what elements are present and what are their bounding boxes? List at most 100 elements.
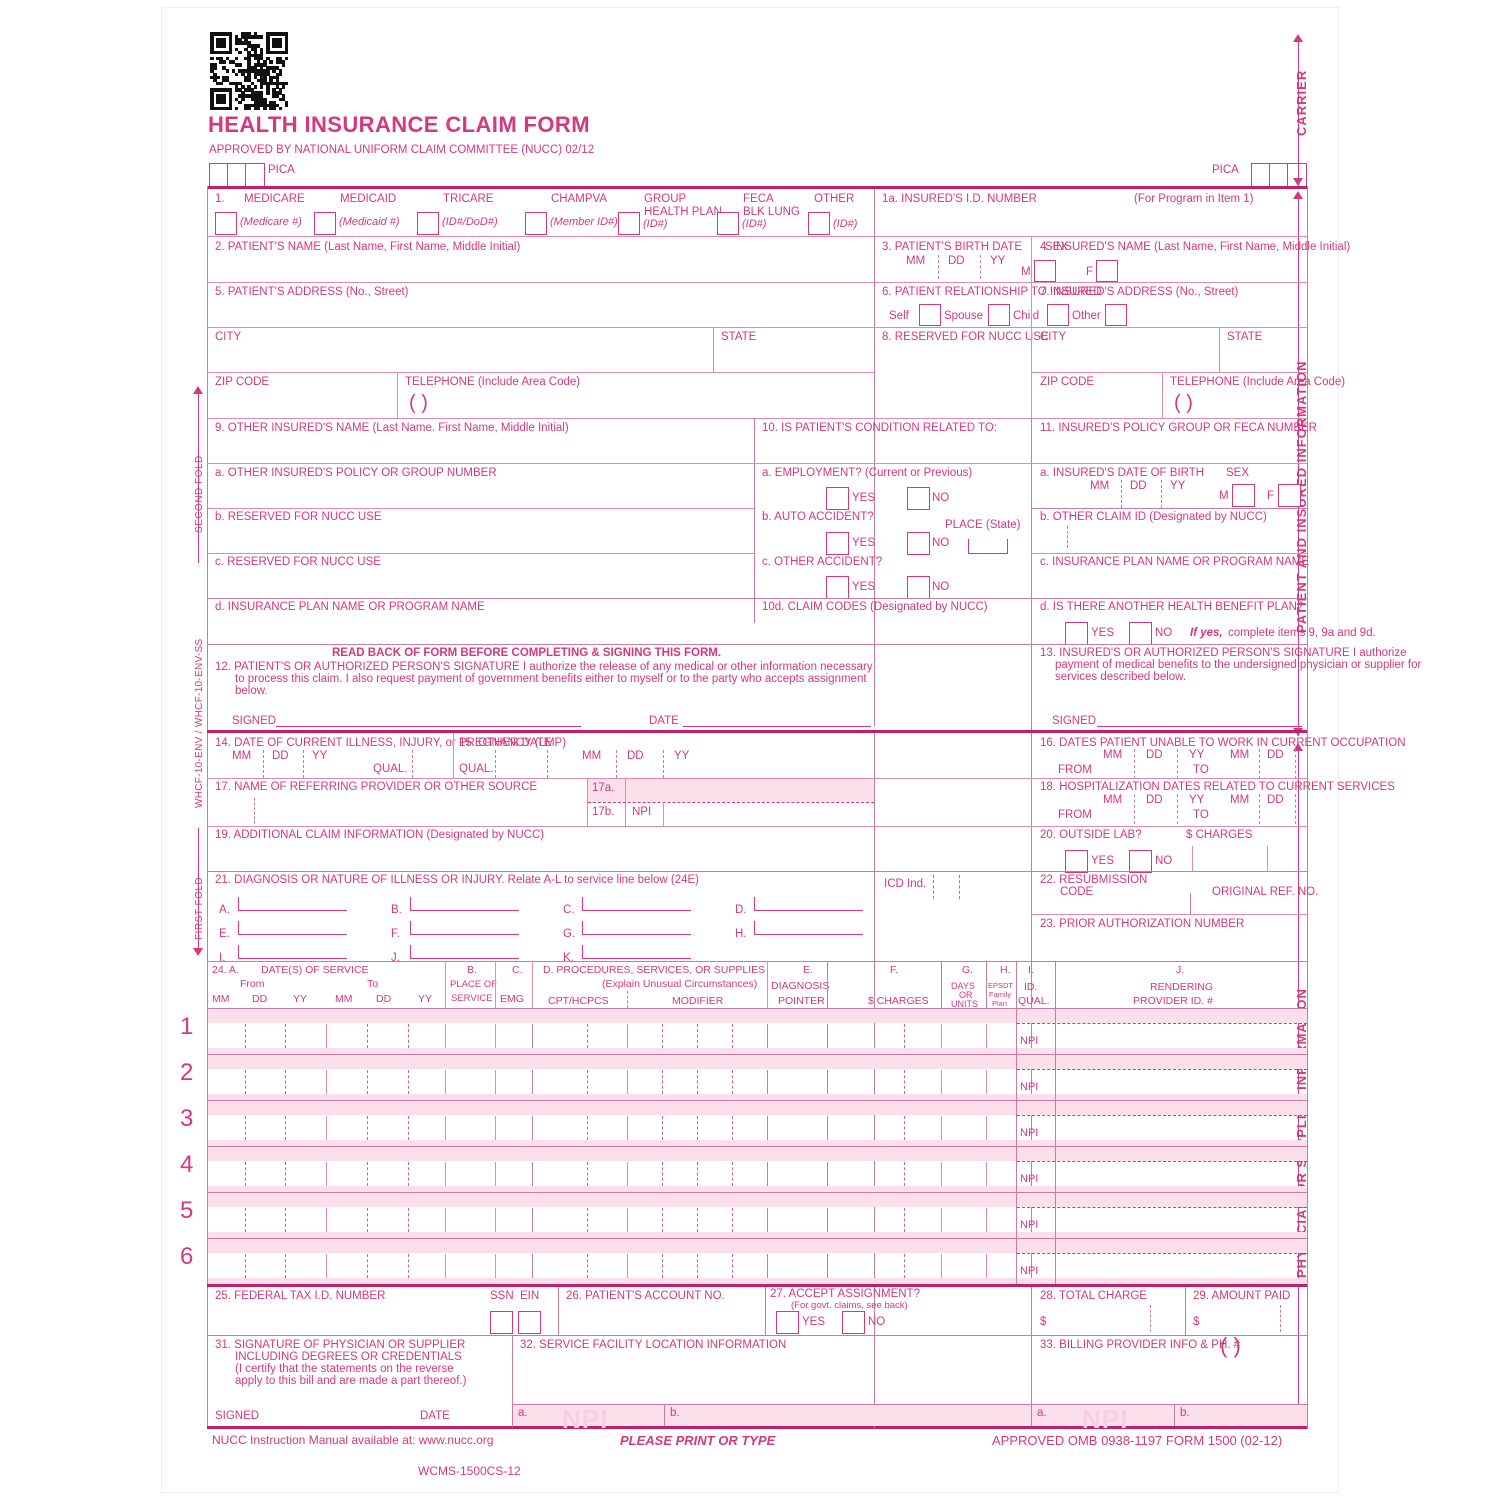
row6-sep-b	[445, 1254, 446, 1278]
row4-sep-cpt	[587, 1162, 588, 1186]
rule-item9-d	[207, 598, 1031, 599]
pica-box-right-1[interactable]	[1251, 163, 1271, 187]
row2-npi-label: NPI	[1020, 1081, 1039, 1093]
item10b-checkbox-yes[interactable]	[826, 532, 849, 555]
item20-checkbox-yes[interactable]	[1065, 850, 1088, 873]
item3-yy: YY	[990, 255, 1006, 267]
page-title: HEALTH INSURANCE CLAIM FORM	[208, 112, 590, 137]
item32-ab-rule	[512, 1404, 1031, 1405]
item10b-place-entry[interactable]	[968, 539, 1008, 554]
row3-npi-dash	[1017, 1115, 1307, 1116]
item25-checkbox-ssn[interactable]	[490, 1311, 513, 1334]
item10b-checkbox-no[interactable]	[907, 532, 930, 555]
rule-item11-c	[1031, 553, 1307, 554]
row5-sep-c	[495, 1208, 496, 1232]
margin-label-second-fold: SECOND FOLD	[194, 455, 205, 533]
item10c-checkbox-yes[interactable]	[826, 576, 849, 599]
item27-checkbox-no[interactable]	[842, 1311, 865, 1334]
item18-label: 18. HOSPITALIZATION DATES RELATED TO CUR…	[1040, 781, 1395, 793]
item1-option-medicaid-label: MEDICAID	[340, 193, 397, 205]
first-fold-rule	[198, 828, 199, 953]
item17a-shade	[588, 779, 874, 802]
item21-entry-a[interactable]	[238, 897, 347, 911]
row1-sep-e	[767, 1024, 768, 1048]
item6-checkbox-spouse[interactable]	[988, 304, 1010, 326]
item1-checkbox-tricare[interactable]	[417, 212, 439, 235]
item29-sep	[1280, 1305, 1281, 1332]
item21-letter-j: J.	[391, 952, 400, 964]
item1a-hint: (For Program in Item 1)	[1134, 193, 1254, 205]
item1-option-group-sub: (ID#)	[643, 218, 668, 230]
item12-date-line[interactable]	[683, 726, 871, 727]
item32-b-label: b.	[670, 1407, 680, 1419]
row6-npi-dash	[1017, 1253, 1307, 1254]
item21-entry-e[interactable]	[238, 921, 347, 935]
item11d-checkbox-yes[interactable]	[1065, 622, 1088, 645]
pica-box-left-3[interactable]	[245, 163, 265, 187]
item3-checkbox-male[interactable]	[1034, 260, 1056, 282]
item1-checkbox-feca[interactable]	[717, 212, 739, 235]
item21-entry-b[interactable]	[410, 897, 519, 911]
item25-checkbox-ein[interactable]	[518, 1311, 541, 1334]
item13-signed-line[interactable]	[1097, 726, 1302, 727]
row5-sep-h	[986, 1208, 987, 1232]
item19-label: 19. ADDITIONAL CLAIM INFORMATION (Design…	[215, 829, 545, 841]
row2-sep-j	[1055, 1055, 1056, 1100]
item21-entry-k[interactable]	[582, 945, 691, 959]
item20-checkbox-no[interactable]	[1129, 850, 1152, 873]
item21-label: 21. DIAGNOSIS OR NATURE OF ILLNESS OR IN…	[215, 874, 700, 886]
item10a-checkbox-no[interactable]	[907, 487, 930, 510]
item15-sep-mid	[547, 750, 548, 778]
item20-label: 20. OUTSIDE LAB?	[1040, 829, 1142, 841]
item1-checkbox-other[interactable]	[808, 212, 830, 235]
item21-entry-d[interactable]	[754, 897, 863, 911]
item6-checkbox-self[interactable]	[919, 304, 941, 326]
item18-dd-from: DD	[1146, 794, 1163, 806]
item15-label: 15. OTHER DATE	[459, 737, 552, 749]
item21-entry-j[interactable]	[410, 945, 519, 959]
item13-signed-label: SIGNED	[1052, 715, 1097, 727]
item21-entry-i[interactable]	[238, 945, 347, 959]
item21-entry-g[interactable]	[582, 921, 691, 935]
row5-sep-cpt	[587, 1208, 588, 1232]
row3-sep-mod2	[662, 1116, 663, 1140]
item21-entry-h[interactable]	[754, 921, 863, 935]
item1-option-champva-sub: (Member ID#)	[550, 216, 618, 228]
row4-sep-c	[495, 1162, 496, 1186]
item27-checkbox-yes[interactable]	[776, 1311, 799, 1334]
row3-sep-3	[326, 1116, 327, 1140]
item21-entry-c[interactable]	[582, 897, 691, 911]
row6-sep-cpt	[587, 1254, 588, 1278]
item6-option-spouse: Spouse	[944, 310, 984, 322]
pica-box-left-1[interactable]	[209, 163, 229, 187]
item1-checkbox-medicaid[interactable]	[314, 212, 336, 235]
item3-checkbox-female[interactable]	[1096, 260, 1118, 282]
item24-div-h	[986, 961, 987, 1008]
item11d-checkbox-no[interactable]	[1129, 622, 1152, 645]
row6-bottom-thick-rule	[207, 1284, 1307, 1287]
item16-dd-to: DD	[1267, 749, 1284, 761]
row6-sep-f	[827, 1254, 828, 1278]
item21-entry-f[interactable]	[410, 921, 519, 935]
service-row-1-shade-bottom	[208, 1048, 1307, 1054]
item17b-npi-label: NPI	[632, 806, 652, 818]
item6-checkbox-other[interactable]	[1105, 304, 1127, 326]
item1-checkbox-group[interactable]	[618, 212, 640, 235]
footer-left-text[interactable]: NUCC Instruction Manual available at: ww…	[212, 1433, 494, 1447]
item6-option-child: Child	[1013, 310, 1040, 322]
item1a-label: 1a. INSURED'S I.D. NUMBER	[882, 193, 1037, 205]
row1-sep-mod4	[732, 1024, 733, 1048]
row2-sep-4	[367, 1070, 368, 1094]
item12-signed-line[interactable]	[276, 726, 581, 727]
item1-checkbox-champva[interactable]	[525, 212, 547, 235]
pica-box-right-2[interactable]	[1269, 163, 1289, 187]
item21-letter-c: C.	[563, 904, 575, 916]
pica-box-left-2[interactable]	[227, 163, 247, 187]
item6-checkbox-child[interactable]	[1047, 304, 1069, 326]
item11a-checkbox-male[interactable]	[1232, 484, 1255, 507]
item5-state-label: STATE	[721, 331, 757, 343]
item10c-checkbox-no[interactable]	[907, 576, 930, 599]
item10a-checkbox-yes[interactable]	[826, 487, 849, 510]
item1-checkbox-medicare[interactable]	[215, 212, 237, 235]
item11a-checkbox-female[interactable]	[1278, 484, 1301, 507]
